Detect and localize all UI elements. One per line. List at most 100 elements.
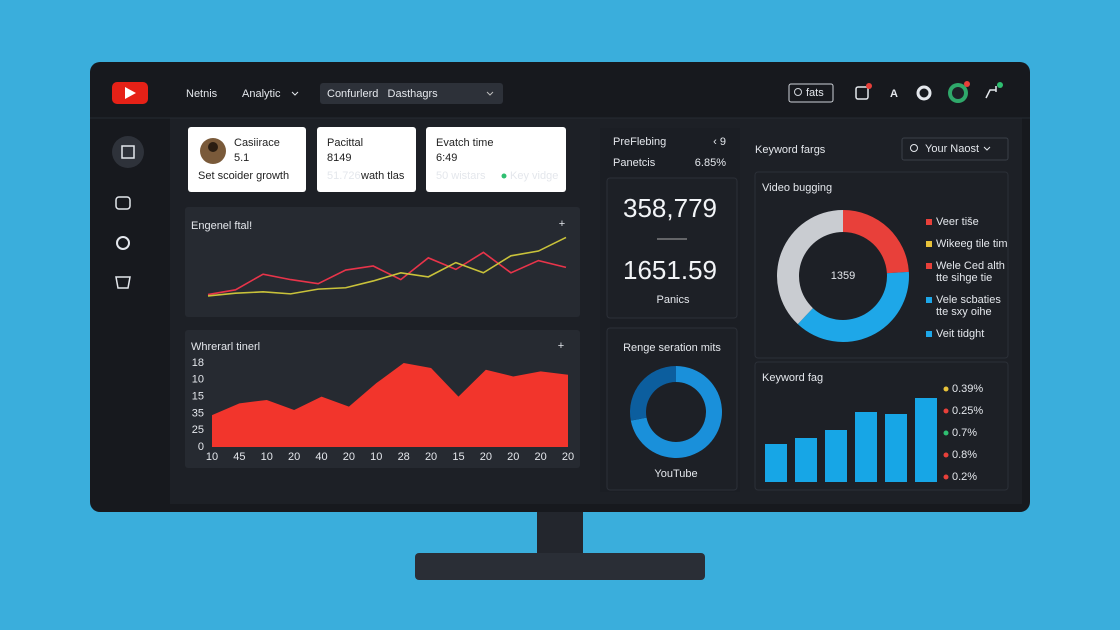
- monitor-neck: [537, 505, 583, 557]
- expand-icon[interactable]: +: [558, 340, 564, 352]
- x-tick-label: 28: [398, 451, 410, 463]
- search-box[interactable]: [788, 83, 834, 103]
- legend-label: Wikeeg tile tim: [936, 238, 1008, 250]
- legend-dot: [943, 408, 949, 414]
- donut-segment: [777, 210, 843, 325]
- badge: [866, 83, 872, 89]
- dropdown-text: Your Naost: [925, 143, 979, 155]
- y-tick-label: 18: [192, 357, 204, 369]
- dropdown-text: Confurlerd Dasthagrs: [327, 88, 438, 100]
- settings-icon[interactable]: [916, 85, 932, 101]
- expand-icon[interactable]: +: [559, 218, 565, 230]
- y-tick-label: 0: [198, 441, 204, 453]
- bar: [765, 444, 787, 482]
- x-tick-label: 20: [480, 451, 492, 463]
- stat-card: [317, 127, 416, 192]
- panel: [754, 361, 1009, 491]
- card-title: Casiirace: [234, 137, 280, 149]
- card-note-highlight: 50 wistars: [436, 170, 486, 182]
- card-note-highlight: 51.726: [327, 170, 361, 182]
- chevron: [486, 91, 494, 96]
- dropdown[interactable]: [901, 137, 1009, 161]
- x-tick-label: 20: [425, 451, 437, 463]
- x-tick-label: 10: [206, 451, 218, 463]
- stat-row-label: PreFlebing: [613, 136, 666, 148]
- bar: [795, 438, 817, 482]
- legend-label: tte sxy oihe: [936, 306, 992, 318]
- sidebar-home[interactable]: [112, 136, 144, 168]
- panel: [606, 177, 738, 319]
- sidebar-icon[interactable]: [116, 236, 130, 250]
- bar: [825, 430, 847, 482]
- card-title: Evatch time: [436, 137, 493, 149]
- legend-swatch: [926, 297, 932, 303]
- legend-dot: [943, 430, 949, 436]
- donut-segment: [630, 366, 722, 459]
- x-tick-label: 40: [315, 451, 327, 463]
- card-note: Set scoider growth: [198, 170, 289, 182]
- logo-play: [125, 87, 136, 99]
- stat-card: [426, 127, 566, 192]
- y-tick-label: 15: [192, 391, 204, 403]
- legend-dot: [943, 386, 949, 392]
- legend-swatch: [926, 219, 932, 225]
- x-tick-label: 15: [452, 451, 464, 463]
- sidebar-icon: [121, 145, 135, 159]
- line-series: [207, 251, 567, 296]
- legend-dot: [943, 452, 949, 458]
- x-tick-label: 20: [534, 451, 546, 463]
- stat-row-value: 6.85%: [695, 157, 726, 169]
- icon[interactable]: [985, 86, 997, 99]
- legend-label: 0.2%: [952, 471, 977, 483]
- search-icon: [794, 88, 802, 96]
- x-tick-label: 20: [288, 451, 300, 463]
- icon-letter[interactable]: A: [890, 88, 898, 100]
- chevron: [983, 146, 991, 151]
- x-tick-label: 20: [507, 451, 519, 463]
- donut-center: 1359: [831, 270, 855, 282]
- donut-segment: [843, 210, 909, 274]
- legend-swatch: [926, 263, 932, 269]
- y-tick-label: 10: [192, 374, 204, 386]
- avatar-inner: [952, 87, 964, 99]
- legend-label: 0.7%: [952, 427, 977, 439]
- chart-title: Engenel ftal!: [191, 220, 252, 232]
- x-tick-label: 10: [370, 451, 382, 463]
- legend-label: 0.39%: [952, 383, 983, 395]
- badge: [964, 81, 970, 87]
- legend-label: Vele scbaties: [936, 294, 1001, 306]
- search-text: fats: [806, 87, 824, 99]
- legend-label: 0.8%: [952, 449, 977, 461]
- big-number-label: Panics: [656, 294, 690, 306]
- x-tick-label: 10: [261, 451, 273, 463]
- icon[interactable]: [855, 86, 869, 100]
- chevron: [291, 91, 299, 96]
- chart-title: Renge seration mits: [623, 342, 721, 354]
- x-tick-label: 45: [233, 451, 245, 463]
- x-tick-label: 20: [343, 451, 355, 463]
- badge: [997, 82, 1003, 88]
- big-number: 358,779: [623, 193, 717, 223]
- bar: [855, 412, 877, 482]
- line-series: [207, 236, 567, 297]
- nav-item[interactable]: Netnis: [186, 88, 218, 100]
- sidebar-icon[interactable]: [115, 276, 131, 289]
- legend-label: tte sihge tie: [936, 272, 992, 284]
- sidebar-icon[interactable]: [115, 196, 131, 210]
- panel: [606, 327, 738, 491]
- bar: [915, 398, 937, 482]
- legend-label: Wele Ced alth: [936, 260, 1005, 272]
- stat-row-value: ‹ 9: [713, 136, 726, 148]
- big-number: 1651.59: [623, 255, 717, 285]
- chart-title: Video bugging: [762, 182, 832, 194]
- card-tag: Key vidge: [510, 170, 558, 182]
- chart-title: Keyword fag: [762, 372, 823, 384]
- y-tick-label: 25: [192, 424, 204, 436]
- panel: [185, 207, 580, 317]
- dropdown[interactable]: [320, 83, 503, 104]
- card-value: 6:49: [436, 152, 457, 164]
- legend-dot: [943, 474, 949, 480]
- nav-item[interactable]: Analytic: [242, 88, 281, 100]
